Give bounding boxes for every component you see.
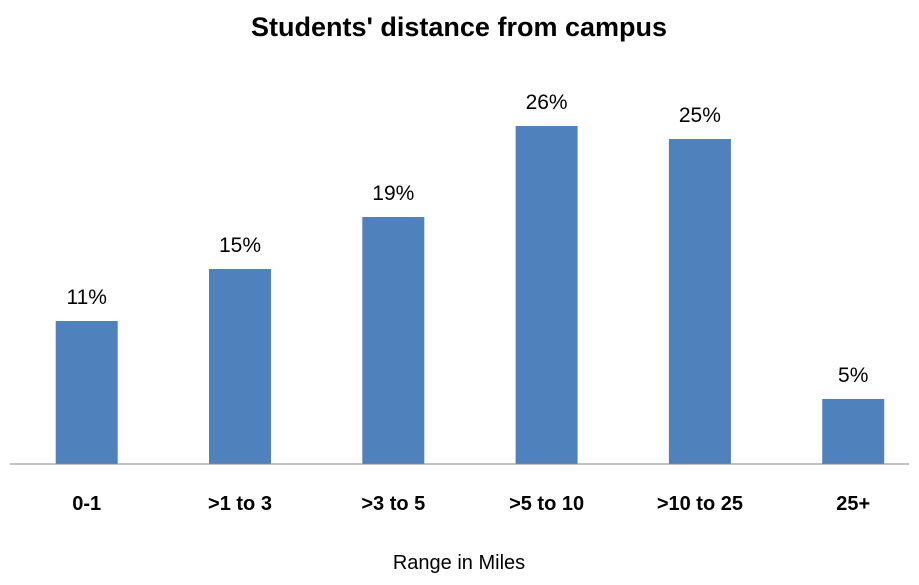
x-axis-title: Range in Miles: [393, 552, 525, 574]
data-label-3: 26%: [526, 91, 568, 114]
x-tick-label-3: >5 to 10: [509, 493, 584, 515]
data-labels-layer: 11% 15% 19% 26% 25% 5%: [66, 91, 868, 387]
bar-3: [515, 126, 578, 464]
chart-title: Students' distance from campus: [251, 12, 667, 42]
x-tick-label-4: >10 to 25: [657, 493, 743, 515]
x-tick-label-5: 25+: [836, 493, 870, 515]
bar-1: [209, 269, 271, 464]
x-tick-label-1: >1 to 3: [208, 493, 272, 515]
data-label-2: 19%: [372, 182, 414, 205]
bar-0: [55, 321, 118, 464]
data-label-0: 11%: [66, 286, 106, 309]
bar-4: [668, 139, 731, 464]
bar-5: [822, 399, 885, 464]
x-tick-label-2: >3 to 5: [361, 493, 425, 515]
x-tick-label-0: 0-1: [72, 493, 101, 515]
data-label-4: 25%: [679, 104, 721, 127]
data-label-1: 15%: [219, 234, 261, 257]
bar-2: [362, 217, 425, 464]
x-tick-labels: 0-1 >1 to 3 >3 to 5 >5 to 10 >10 to 25 25+: [72, 493, 870, 515]
bars-layer: [55, 126, 885, 464]
data-label-5: 5%: [838, 364, 868, 387]
